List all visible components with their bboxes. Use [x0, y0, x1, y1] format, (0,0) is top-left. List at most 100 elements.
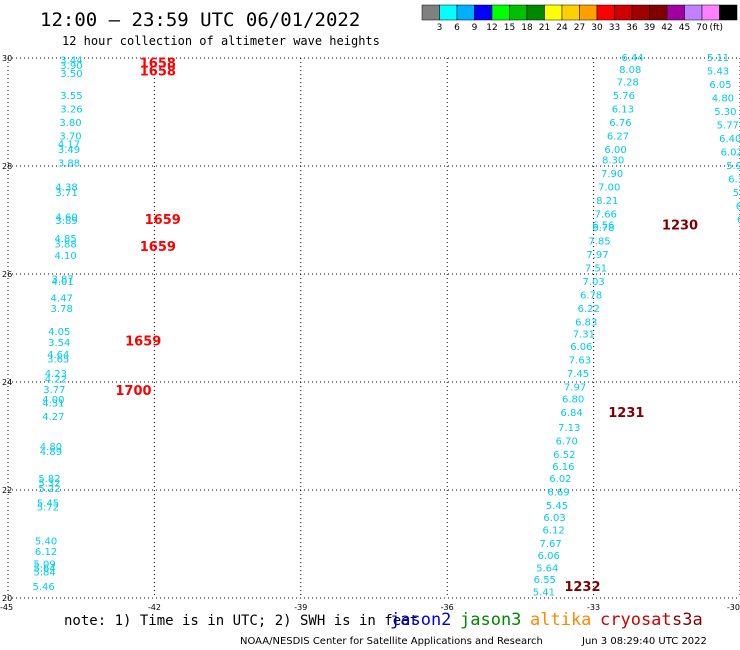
swh-points: 3.443.903.50 3.55 3.26 3.80 3.704.173.49 3.88… [32, 53, 740, 599]
chart-title: 12:00 – 23:59 UTC 06/01/2022 [40, 9, 360, 31]
grid-lines [7, 57, 740, 599]
swh-value: 6.78 [580, 291, 602, 302]
swh-value: 3.90 [60, 61, 82, 72]
swh-value: 6.3 [728, 175, 740, 186]
swh-value: 4.38 [55, 183, 77, 194]
swh-value: 5.77 [717, 121, 739, 132]
swh-value: 6.84 [561, 408, 583, 419]
swh-value: 3.55 [60, 91, 82, 102]
swh-value: 5.82 [38, 474, 60, 485]
swh-value: 5. [733, 188, 740, 199]
colorbar-swatch [491, 4, 510, 21]
colorbar-label: 3 [437, 23, 443, 33]
swh-value: 7.45 [567, 369, 589, 380]
colorbar-label: 12 [486, 23, 497, 33]
swh-value: 3.54 [48, 338, 70, 349]
swh-value: 4.47 [51, 293, 73, 304]
legend-entry-cryosat: cryosat [600, 610, 672, 630]
swh-value: 7.03 [582, 277, 604, 288]
swh-value: 3.78 [51, 304, 73, 315]
swh-value: 5.76 [613, 91, 635, 102]
legend-entry-altika: altika [530, 610, 591, 630]
colorbar-swatch [666, 4, 685, 21]
legend-entry-jason3: jason3 [460, 610, 521, 630]
colorbar-swatch [719, 4, 738, 21]
swh-value: 4.10 [54, 251, 76, 262]
swh-value: 4.85 [54, 234, 76, 245]
swh-value: 6.76 [609, 118, 631, 129]
x-tick-label: -36 [441, 603, 454, 612]
y-tick-label: 20 [2, 594, 12, 603]
swh-value: 4.01 [52, 277, 74, 288]
colorbar-swatch [684, 4, 703, 21]
swh-value: 7.66 [595, 210, 617, 221]
x-tick-label: -39 [294, 603, 307, 612]
swh-value: 6.78 [592, 223, 614, 234]
time-label: 1232 [564, 580, 600, 595]
x-tick-label: -33 [587, 603, 600, 612]
swh-value: 4.89 [40, 447, 62, 458]
swh-value: 5.45 [37, 499, 59, 510]
colorbar-label: 15 [504, 23, 515, 33]
swh-value: 4.22 [45, 374, 67, 385]
colorbar: 3 6 9 12 15 18 21 24 27 30 33 36 39 42 45 70 (ft) [421, 4, 738, 33]
colorbar-label: 18 [521, 23, 533, 33]
time-label: 1659 [140, 240, 176, 255]
swh-value: 3.88 [54, 239, 76, 250]
y-tick-label: 22 [2, 486, 12, 495]
y-tick-label: 30 [2, 54, 12, 63]
time-label: 1659 [125, 335, 161, 350]
swh-value: 4.00 [42, 395, 64, 406]
swh-value: 5.41 [533, 588, 555, 599]
swh-value: 6.02 [549, 474, 571, 485]
colorbar-label: 21 [539, 23, 550, 33]
time-label: 1700 [115, 384, 151, 399]
note-text: note: 1) Time is in UTC; 2) SWH is in fe… [64, 613, 418, 629]
swh-value: 7.97 [564, 382, 586, 393]
swh-value: 6.52 [553, 450, 575, 461]
swh-value: 5.45 [546, 501, 568, 512]
legend-entry-s3a: s3a [672, 610, 703, 630]
time-label: 1658 [140, 56, 176, 71]
swh-value: 5.84 [33, 568, 55, 579]
colorbar-swatch [509, 4, 528, 21]
swh-value: 6.12 [35, 547, 57, 558]
swh-value: 6.22 [578, 304, 600, 315]
swh-value: 3.88 [58, 158, 80, 169]
swh-value: 6.55 [534, 575, 556, 586]
swh-value: 7.00 [598, 183, 620, 194]
colorbar-label: 39 [644, 23, 656, 33]
swh-value: 4.60 [55, 212, 77, 223]
swh-value: 3.26 [60, 104, 82, 115]
swh-value: 7.31 [573, 329, 595, 340]
y-tick-label: 28 [2, 162, 12, 171]
y-tick-label: 26 [2, 270, 12, 279]
time-label: 1231 [608, 406, 644, 421]
swh-value: 7.85 [588, 237, 610, 248]
swh-value: 5.43 [707, 67, 729, 78]
swh-value: 3.89 [55, 216, 77, 227]
colorbar-swatch [456, 4, 475, 21]
swh-value: 6.69 [547, 488, 569, 499]
colorbar-unit: (ft) [710, 23, 724, 33]
swh-value: 3.71 [55, 188, 77, 199]
swh-value: 6.80 [562, 394, 584, 405]
colorbar-swatch [701, 4, 720, 21]
swh-value: 5.64 [33, 563, 55, 574]
colorbar-label: 36 [626, 23, 638, 33]
colorbar-label: 6 [454, 23, 460, 33]
swh-value: 7.51 [585, 264, 607, 275]
time-label: 1658 [140, 65, 176, 80]
colorbar-swatch [614, 4, 633, 21]
time-label: 1659 [145, 213, 181, 228]
swh-value: 3.77 [43, 385, 65, 396]
colorbar-swatch [421, 4, 440, 21]
swh-value: 4.80 [712, 94, 734, 105]
x-tick-label: -45 [0, 603, 13, 612]
swh-value: 3.80 [59, 118, 81, 129]
swh-value: 3.49 [58, 145, 80, 156]
swh-value: 5.40 [35, 536, 57, 547]
swh-value: 4.23 [45, 369, 67, 380]
